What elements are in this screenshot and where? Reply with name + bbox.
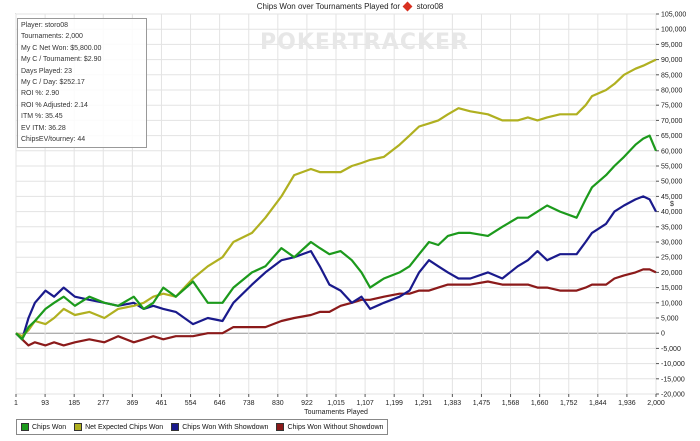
legend-swatch: [74, 423, 83, 431]
y-tick-label: 25,000: [661, 255, 683, 262]
stat-line: ITM %: 35.45: [21, 113, 63, 121]
x-tick-label: 554: [185, 400, 197, 407]
legend-label: Net Expected Chips Won: [85, 423, 164, 431]
y-tick-label: 10,000: [661, 300, 683, 307]
y-tick-label: 75,000: [661, 103, 683, 110]
y-tick-label: 105,000: [661, 12, 686, 19]
stat-line: Tournaments: 2,000: [21, 33, 83, 41]
chart-title-player: storo08: [416, 2, 444, 11]
x-tick-label: 1,291: [415, 400, 433, 407]
y-tick-label: 20,000: [661, 270, 683, 277]
y-tick-label: 50,000: [661, 179, 683, 186]
y-tick-label: -15,000: [661, 376, 685, 383]
y-tick-label: 80,000: [661, 88, 683, 95]
legend-item: Net Expected Chips Won: [74, 423, 163, 431]
stat-line: ChipsEV/tourney: 44: [21, 136, 86, 143]
x-tick-label: 830: [272, 400, 284, 407]
axis-layer: [15, 13, 659, 397]
stat-line: ROI %: 2.90: [21, 90, 60, 98]
legend: Chips Won Net Expected Chips Won Chips Won…: [16, 419, 389, 435]
y-tick-label: 40,000: [661, 209, 683, 216]
x-tick-label: 1,660: [531, 400, 549, 407]
x-tick-label: 1,475: [473, 400, 491, 407]
stat-line: EV ITM: 36.28: [21, 124, 66, 132]
y-tick-label: 0: [661, 331, 665, 338]
legend-item: Chips Won Without Showdown: [276, 423, 383, 431]
stat-line: Days Played: 23: [21, 67, 72, 75]
stat-line: ROI % Adjusted: 2.14: [21, 101, 88, 109]
series-line-chips-won: [15, 134, 658, 341]
y-tick-label: 90,000: [661, 57, 683, 64]
pokertracker-watermark: POKERTRACKER: [260, 30, 469, 55]
x-tick-label: 1,107: [356, 400, 374, 407]
y-tick-label: 95,000: [661, 42, 683, 49]
x-tick-label: 2,000: [647, 400, 665, 407]
y-tick-label: -10,000: [661, 361, 685, 368]
stat-line: Player: storo08: [21, 22, 69, 29]
x-tick-label: 1,752: [560, 400, 578, 407]
legend-item: Chips Won: [21, 423, 66, 431]
x-axis-label: Tournaments Played: [304, 409, 368, 416]
x-tick-label: 185: [68, 400, 80, 407]
chart-title-wrap: Chips Won over Tournaments Played for st…: [0, 1, 700, 12]
y-tick-label: 5,000: [661, 316, 679, 323]
y-tick-label: 45,000: [661, 194, 683, 201]
y-tick-label: 60,000: [661, 148, 683, 155]
x-tick-label: 1,844: [589, 400, 607, 407]
stat-line: My C Net Won: $5,800.00: [21, 44, 102, 52]
legend-swatch: [276, 423, 285, 431]
x-tick-label: 738: [243, 400, 255, 407]
y-tick-label: -20,000: [661, 392, 685, 399]
x-tick-label: 277: [97, 400, 109, 407]
series-layer: [15, 58, 658, 347]
chart-title: Chips Won over Tournaments Played for: [256, 2, 401, 11]
x-tick-label: 461: [156, 400, 168, 407]
y-tick-label: 30,000: [661, 240, 683, 247]
stat-line: My C / Day: $252.17: [21, 79, 85, 86]
y-tick-label: 65,000: [661, 133, 683, 140]
y-tick-label: 100,000: [661, 27, 686, 34]
stat-line: My C / Tournament: $2.90: [21, 56, 102, 64]
series-line-net-expected-chips-won: [15, 58, 657, 338]
x-tick-label: 646: [214, 400, 226, 407]
legend-swatch: [21, 423, 29, 431]
legend-swatch: [171, 423, 180, 431]
stats-box: Player: storo08 Tournaments: 2,000 My C Ne…: [17, 18, 147, 148]
label-layer: 105,000100,00095,00090,00085,00080,00075…: [14, 12, 686, 417]
legend-label: Chips Won: [32, 423, 67, 431]
y-tick-label: 15,000: [661, 285, 683, 292]
y-axis-label: $: [670, 201, 674, 208]
x-tick-label: 1,199: [385, 400, 403, 407]
x-tick-label: 369: [127, 400, 139, 407]
x-tick-label: 922: [301, 400, 313, 407]
x-tick-label: 1: [14, 400, 18, 407]
y-tick-label: -5,000: [661, 346, 681, 353]
legend-label: Chips Won Without Showdown: [287, 423, 384, 431]
legend-item: Chips Won With Showdown: [171, 423, 268, 431]
y-tick-label: 55,000: [661, 164, 683, 171]
x-tick-label: 1,015: [327, 400, 345, 407]
x-tick-label: 1,383: [444, 400, 462, 407]
x-tick-label: 1,568: [502, 400, 520, 407]
legend-label: Chips Won With Showdown: [182, 423, 269, 431]
x-tick-label: 1,936: [618, 400, 636, 407]
y-tick-label: 35,000: [661, 224, 683, 231]
y-tick-label: 70,000: [661, 118, 683, 125]
y-tick-label: 85,000: [661, 72, 683, 79]
x-tick-label: 93: [41, 400, 49, 407]
